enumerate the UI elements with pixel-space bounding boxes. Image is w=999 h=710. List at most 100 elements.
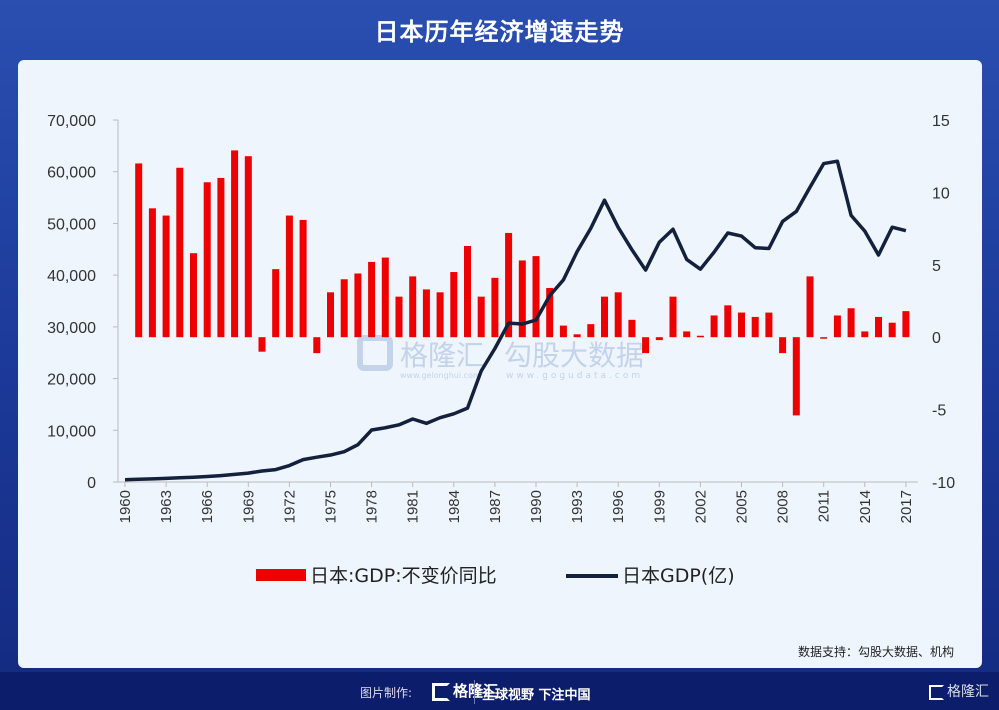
- bar-1983: [436, 292, 444, 338]
- left-axis-label: 40,000: [47, 268, 96, 285]
- source-note: 数据支持：勾股大数据、机构: [797, 645, 954, 659]
- gdp-line: [124, 159, 907, 482]
- bar-1997: [628, 319, 636, 338]
- bar-1990: [532, 256, 540, 338]
- left-axis-label: 20,000: [47, 372, 96, 389]
- bar-1987: [491, 277, 499, 338]
- legend-bar-swatch: [256, 569, 306, 581]
- bar-1982: [422, 289, 430, 338]
- bar-1998: [642, 337, 650, 354]
- x-axis-label: 2008: [775, 490, 792, 523]
- bar-1994: [587, 324, 595, 338]
- bar-1991: [546, 287, 554, 338]
- bar-1973: [299, 219, 307, 338]
- footer-logo: 格隆汇: [432, 680, 498, 701]
- bar-2006: [751, 316, 759, 338]
- bar-1966: [203, 182, 211, 338]
- bar-2014: [861, 331, 869, 338]
- left-axis-label: 0: [87, 475, 96, 492]
- footer-label: 图片制作:: [360, 686, 413, 700]
- bar-2007: [765, 312, 773, 338]
- footer-slogan: 全球视野 下注中国: [482, 688, 591, 703]
- bar-2013: [847, 308, 855, 338]
- bar-1971: [272, 269, 280, 338]
- bar-1980: [395, 296, 403, 338]
- bar-2004: [724, 305, 732, 338]
- bar-2003: [710, 315, 718, 338]
- bar-1967: [217, 177, 225, 338]
- x-axis-label: 1981: [405, 490, 422, 523]
- bar-2002: [696, 335, 704, 338]
- right-axis-label: -5: [932, 403, 946, 420]
- x-axis-label: 1996: [610, 490, 627, 523]
- bar-1970: [258, 337, 266, 352]
- x-axis-label: 1963: [158, 490, 175, 523]
- x-axis-label: 1975: [323, 490, 340, 523]
- bar-1969: [244, 156, 252, 338]
- bar-1986: [477, 296, 485, 338]
- chart: 0 10,000 20,000 30,000 40,000 50,000 60,000 70,…: [47, 113, 955, 587]
- bar-2000: [669, 296, 677, 338]
- footer-divider: [474, 680, 475, 704]
- right-axis-label: 0: [932, 330, 941, 347]
- watermark-brand-1: 格隆汇: [400, 339, 484, 372]
- x-axis-label: 2005: [734, 490, 751, 523]
- bar-1974: [313, 337, 321, 354]
- bar-1988: [505, 232, 513, 338]
- footer: 图片制作: 格隆汇 全球视野 下注中国 格隆汇: [0, 672, 999, 710]
- bar-2010: [806, 276, 814, 338]
- x-axis-label: 1990: [528, 490, 545, 523]
- bar-1965: [190, 253, 197, 338]
- left-axis-label: 60,000: [47, 165, 96, 182]
- bar-1992: [559, 325, 567, 338]
- left-axis-label: 10,000: [47, 423, 96, 440]
- x-axis-label: 2014: [857, 490, 874, 523]
- bar-1963: [162, 215, 170, 338]
- x-axis-label: 1972: [281, 490, 298, 523]
- bar-1976: [340, 279, 348, 338]
- watermark-url-2: www.gogudata.com: [506, 371, 643, 381]
- chart-panel: 0 10,000 20,000 30,000 40,000 50,000 60,000 70,…: [18, 60, 982, 668]
- legend-line-label: 日本GDP(亿): [622, 565, 735, 587]
- bar-1981: [409, 276, 417, 338]
- x-axis-label: 2002: [692, 490, 709, 523]
- footer-logo-text: 格隆汇: [453, 682, 499, 700]
- bar-2015: [875, 316, 882, 338]
- bar-1968: [231, 150, 239, 338]
- bar-2009: [792, 337, 800, 416]
- x-axis-label: 1966: [199, 490, 216, 523]
- bar-1962: [148, 208, 156, 338]
- right-axis-label: -10: [932, 475, 955, 492]
- watermark-brand-2: 勾股大数据: [504, 339, 644, 372]
- bar-1985: [464, 245, 471, 338]
- bar-1979: [381, 257, 389, 338]
- bar-1975: [327, 292, 334, 338]
- bar-1978: [368, 261, 376, 338]
- x-axis-label: 2011: [816, 490, 833, 522]
- bar-1972: [285, 215, 293, 338]
- left-axis-label: 70,000: [47, 113, 96, 130]
- x-axis-label: 1993: [569, 490, 586, 523]
- bar-1984: [450, 272, 458, 338]
- x-axis-label: 1978: [364, 490, 381, 523]
- bar-1995: [601, 296, 608, 338]
- page-title: 日本历年经济增速走势: [374, 18, 625, 46]
- x-axis-label: 1969: [240, 490, 257, 523]
- x-axis-label: 1984: [446, 490, 463, 523]
- footer-logo-right-text: 格隆汇: [947, 684, 989, 700]
- footer-logo-right: 格隆汇: [929, 681, 989, 701]
- right-axis-label: 15: [932, 113, 950, 130]
- bar-1996: [614, 292, 622, 338]
- bar-1993: [573, 334, 581, 338]
- right-axis-label: 10: [932, 185, 950, 202]
- x-axis-label: 2017: [898, 490, 915, 523]
- x-axis-label: 1960: [117, 490, 134, 523]
- right-axis-label: 5: [932, 258, 941, 275]
- gelonghui-logo-icon: [929, 684, 944, 700]
- left-axis-label: 30,000: [47, 320, 96, 337]
- bar-2008: [779, 337, 787, 354]
- left-axis-label: 50,000: [47, 216, 96, 233]
- bar-2012: [833, 315, 841, 338]
- bar-1999: [655, 337, 663, 341]
- bar-2001: [683, 331, 691, 338]
